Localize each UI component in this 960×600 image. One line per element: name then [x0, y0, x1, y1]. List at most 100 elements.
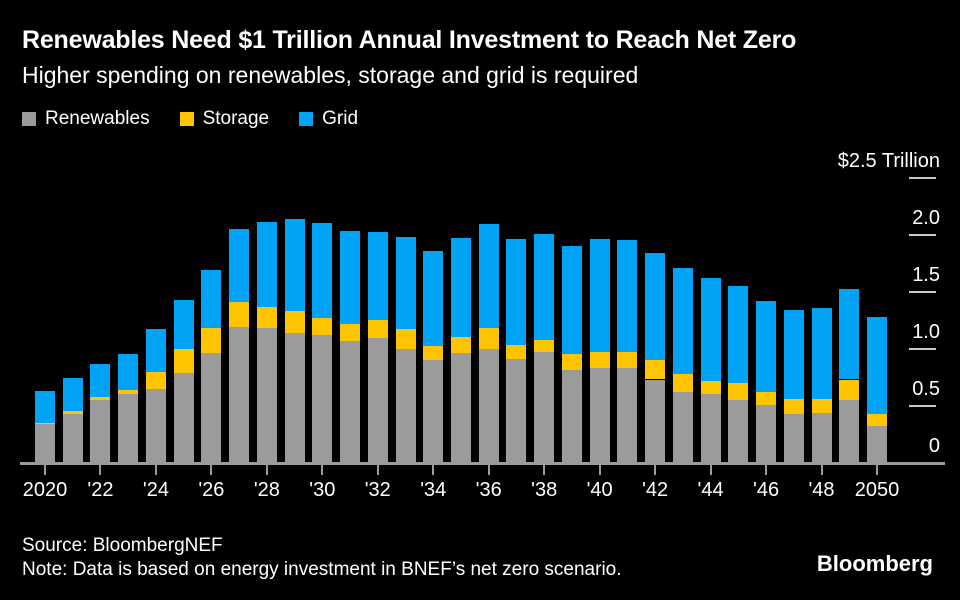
bar-2043-grid: [672, 267, 693, 374]
bar-2037-renewables: [506, 358, 527, 465]
bar-2029-storage: [284, 311, 305, 333]
bar-2049-renewables: [839, 400, 860, 465]
legend-item-grid: Grid: [299, 108, 358, 130]
bar-2030-grid: [312, 223, 333, 318]
bar-2046-storage: [756, 392, 777, 405]
bar-2021-grid: [62, 378, 83, 412]
x-tick-2036: [487, 465, 490, 475]
bar-2034-storage: [423, 346, 444, 361]
bar-2030-renewables: [312, 335, 333, 465]
bar-2048-storage: [811, 398, 832, 413]
y-tick-1: [909, 348, 936, 350]
x-label-2050: 2050: [854, 479, 900, 501]
x-tick-2026: [210, 465, 213, 475]
bar-2031-renewables: [340, 340, 361, 465]
x-tick-2028: [265, 465, 268, 475]
bar-2025-storage: [173, 348, 194, 373]
x-label-2048: '48: [808, 479, 835, 501]
x-label-2040: '40: [586, 479, 613, 501]
x-tick-2020: [44, 465, 46, 475]
bar-2046-grid: [756, 300, 777, 393]
chart-title: Renewables Need $1 Trillion Annual Inves…: [22, 26, 797, 54]
bar-2039-grid: [561, 246, 582, 355]
y-label-2.5: $2.5 Trillion: [837, 150, 940, 172]
x-label-2032: '32: [364, 479, 391, 501]
methodology-note: Note: Data is based on energy investment…: [22, 559, 622, 580]
bar-2020-renewables: [35, 423, 55, 465]
bar-2020-grid: [35, 390, 55, 423]
bar-2027-storage: [229, 301, 250, 328]
bar-2038-grid: [534, 233, 555, 340]
storage-swatch-icon: [179, 112, 194, 126]
bar-2038-storage: [534, 339, 555, 353]
bar-2048-grid: [811, 307, 832, 399]
bar-2041-renewables: [617, 368, 638, 465]
y-label-0.5: 0.5: [912, 378, 940, 400]
bar-2023-storage: [118, 389, 139, 395]
bar-2034-grid: [423, 250, 444, 347]
x-tick-2050: [875, 465, 878, 475]
bar-2032-grid: [367, 232, 388, 321]
bar-2025-grid: [173, 299, 194, 349]
x-label-2026: '26: [198, 479, 225, 501]
x-label-2044: '44: [697, 479, 724, 501]
x-tick-2030: [321, 465, 324, 475]
bar-2035-renewables: [450, 353, 471, 465]
bar-2047-grid: [783, 309, 804, 399]
source-note: Source: BloombergNEF: [22, 535, 223, 556]
bar-2021-renewables: [62, 413, 83, 465]
x-tick-2046: [765, 465, 768, 475]
bar-2022-renewables: [90, 400, 111, 465]
legend-item-storage: Storage: [179, 108, 269, 130]
bar-2043-renewables: [672, 392, 693, 465]
x-tick-2042: [654, 465, 657, 475]
bar-2044-renewables: [700, 394, 721, 465]
bar-2022-storage: [90, 396, 111, 400]
bar-2037-storage: [506, 345, 527, 359]
bar-2026-storage: [201, 328, 222, 354]
legend-item-renewables: Renewables: [22, 108, 150, 130]
bar-2025-renewables: [173, 372, 194, 465]
x-label-2036: '36: [475, 479, 502, 501]
bar-2044-storage: [700, 380, 721, 395]
bar-2042-storage: [645, 360, 666, 380]
bar-2029-renewables: [284, 332, 305, 465]
bar-2024-renewables: [145, 388, 166, 465]
bar-2023-grid: [118, 354, 139, 390]
bar-2029-grid: [284, 218, 305, 312]
bar-2040-grid: [589, 239, 610, 353]
y-tick-1.5: [909, 291, 936, 293]
bar-2039-storage: [561, 354, 582, 371]
bar-2028-grid: [256, 222, 277, 307]
bar-2046-renewables: [756, 404, 777, 465]
bar-2035-grid: [450, 238, 471, 338]
bar-2031-storage: [340, 323, 361, 341]
bar-2047-storage: [783, 398, 804, 414]
bar-2036-storage: [478, 328, 499, 349]
x-tick-2044: [709, 465, 712, 475]
x-tick-2034: [432, 465, 435, 475]
bar-2050-grid: [866, 316, 887, 414]
y-label-0: 0: [928, 435, 940, 457]
bar-2045-renewables: [728, 400, 749, 465]
x-tick-2038: [543, 465, 546, 475]
bar-2028-renewables: [256, 328, 277, 465]
bar-2039-renewables: [561, 370, 582, 465]
bar-2040-storage: [589, 352, 610, 369]
bar-2033-grid: [395, 237, 416, 330]
bar-2045-storage: [728, 382, 749, 400]
bar-2024-grid: [145, 329, 166, 372]
bar-2034-renewables: [423, 360, 444, 465]
bar-2043-storage: [672, 373, 693, 393]
x-tick-2032: [376, 465, 379, 475]
bar-2036-grid: [478, 224, 499, 329]
x-label-2046: '46: [753, 479, 780, 501]
bar-2030-storage: [312, 317, 333, 336]
bar-2021-storage: [62, 411, 83, 414]
bar-2028-storage: [256, 306, 277, 329]
grid-swatch-icon: [299, 112, 314, 126]
x-tick-2022: [99, 465, 102, 475]
bar-2031-grid: [340, 231, 361, 324]
